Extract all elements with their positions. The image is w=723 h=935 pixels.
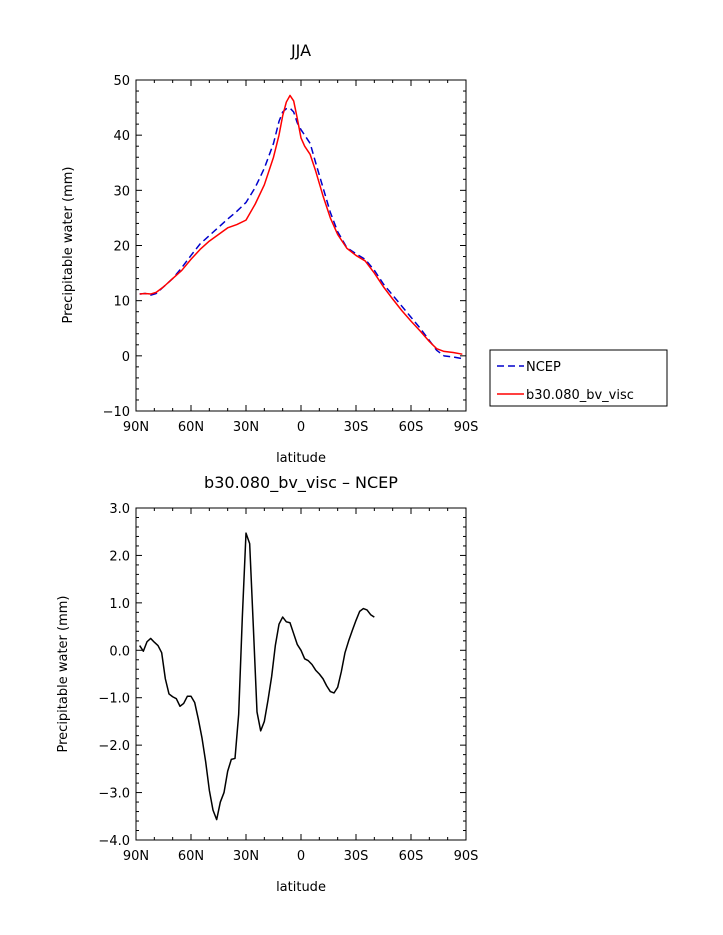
panel-top-xtick-label: 90S — [454, 420, 479, 435]
panel-top-ticks: 90N 60N 30N 0 30S 60S 90S −10 0 10 20 30 40 50 — [103, 74, 479, 435]
panel-top-xlabel: latitude — [276, 451, 326, 466]
panel-bottom-series — [139, 532, 375, 821]
panel-bottom-ylabel: Precipitable water (mm) — [56, 596, 71, 753]
panel-top-xtick-label: 0 — [297, 420, 305, 435]
panel-bottom-xtick-label: 60S — [399, 849, 424, 864]
panel-bottom: b30.080_bv_visc – NCEP 90N 60N 30N 0 30S 60S 9… — [56, 473, 478, 895]
panel-bottom-ticks: 90N 60N 30N 0 30S 60S 90S −4.0 −3.0 −2.0 −1.0 0.0 1.… — [98, 502, 478, 864]
panel-bottom-ytick-label: −1.0 — [98, 692, 130, 707]
legend-label-ncep: NCEP — [526, 360, 561, 375]
panel-bottom-xtick-label: 0 — [297, 849, 305, 864]
panel-top-ytick-label: 40 — [113, 129, 130, 144]
panel-bottom-xtick-label: 60N — [178, 849, 204, 864]
panel-top-ytick-label: 10 — [113, 295, 130, 310]
panel-bottom-title: b30.080_bv_visc – NCEP — [204, 473, 398, 493]
panel-bottom-ytick-label: 0.0 — [109, 644, 130, 659]
panel-bottom-plot-frame — [135, 507, 467, 841]
panel-bottom-ytick-label: 2.0 — [109, 549, 130, 564]
panel-bottom-xtick-label: 90S — [454, 849, 479, 864]
panel-top: JJA 90N 60N 30N 0 30S 60S 90S −10 0 10 20 30 40 50 la… — [61, 41, 478, 466]
panel-top-series — [139, 94, 463, 360]
panel-top-series-b30-080-bv-visc — [139, 94, 463, 355]
panel-top-xtick-label: 60S — [399, 420, 424, 435]
legend-label-model: b30.080_bv_visc — [526, 388, 634, 403]
panel-top-ylabel: Precipitable water (mm) — [61, 167, 76, 324]
legend: NCEP b30.080_bv_visc — [489, 349, 668, 407]
legend-box — [489, 349, 668, 407]
panel-bottom-ytick-label: 3.0 — [109, 502, 130, 517]
panel-bottom-ytick-label: 1.0 — [109, 597, 130, 612]
panel-top-ytick-label: 20 — [113, 240, 130, 255]
panel-bottom-xtick-label: 90N — [123, 849, 149, 864]
panel-top-xtick-label: 30S — [344, 420, 369, 435]
panel-top-title: JJA — [290, 41, 311, 60]
panel-top-ytick-label: −10 — [103, 405, 130, 420]
panel-top-ytick-label: 30 — [113, 184, 130, 199]
panel-top-series-ncep — [139, 107, 463, 360]
panel-bottom-xtick-label: 30S — [344, 849, 369, 864]
panel-bottom-ytick-label: −2.0 — [98, 739, 130, 754]
panel-top-xtick-label: 90N — [123, 420, 149, 435]
panel-top-xtick-label: 60N — [178, 420, 204, 435]
panel-bottom-xlabel: latitude — [276, 880, 326, 895]
panel-top-xtick-label: 30N — [233, 420, 259, 435]
panel-top-ytick-label: 0 — [122, 350, 130, 365]
panel-bottom-xtick-label: 30N — [233, 849, 259, 864]
panel-bottom-ytick-label: −4.0 — [98, 834, 130, 849]
panel-bottom-ytick-label: −3.0 — [98, 787, 130, 802]
panel-top-ytick-label: 50 — [113, 74, 130, 89]
panel-bottom-series-difference — [139, 532, 375, 821]
